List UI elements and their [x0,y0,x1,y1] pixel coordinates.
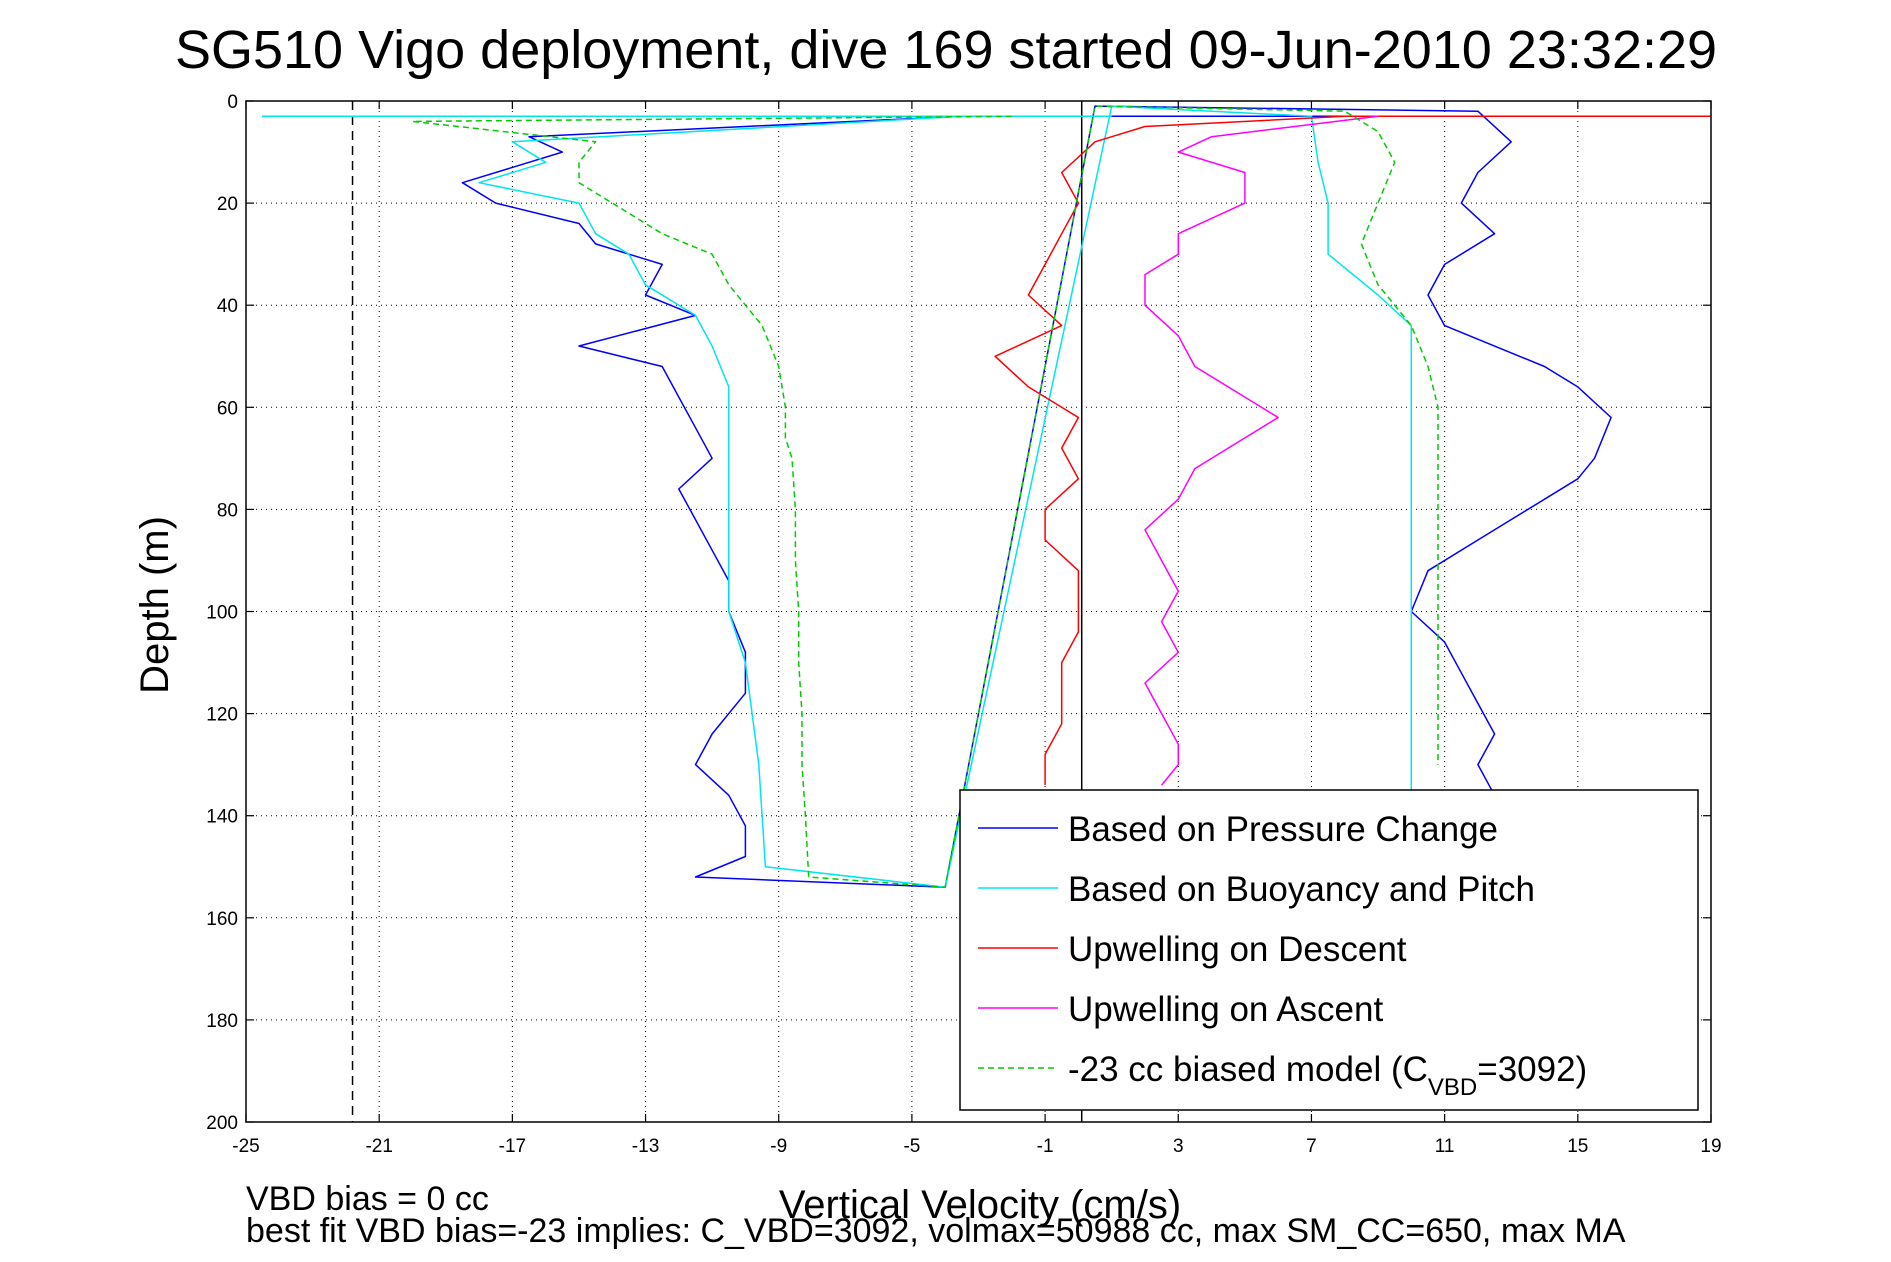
x-axis-label: Vertical Velocity (cm/s) [779,1183,1181,1227]
legend-entry-label: Based on Pressure Change [1068,810,1498,849]
legend-box [959,789,1699,1111]
y-tick-label: 120 [206,705,238,726]
x-tick-label: 15 [1567,1136,1588,1157]
y-tick-label: 100 [206,603,238,624]
footer-line-1: VBD bias = 0 cc [246,1180,489,1218]
y-tick-label: 180 [206,1011,238,1032]
footer-line-2: best fit VBD bias=-23 implies: C_VBD=309… [246,1212,1626,1250]
x-tick-label: 11 [1435,1136,1455,1157]
x-tick-label: -9 [770,1136,787,1157]
legend: Based on Pressure Change Based on Buoyanc… [959,789,1699,1111]
y-tick-label: 140 [206,807,238,828]
chart-title: SG510 Vigo deployment, dive 169 started … [175,20,1717,80]
series-line-3 [994,115,1711,786]
x-tick-label: 3 [1173,1136,1184,1157]
series-line-1 [461,105,1612,888]
series-line-2 [261,105,1413,888]
y-axis-label: Depth (m) [133,516,177,694]
y-tick-label: 20 [217,194,238,215]
x-tick-label: 19 [1700,1136,1721,1157]
x-tick-label: -1 [1037,1136,1054,1157]
y-tick-label: 60 [217,398,238,419]
legend-entry-label: Based on Buoyancy and Pitch [1068,870,1535,909]
x-tick-label: -25 [232,1136,259,1157]
y-tick-label: 160 [206,909,238,930]
legend-entry-label: Upwelling on Ascent [1068,990,1383,1029]
y-tick-label: 200 [206,1113,238,1134]
y-tick-label: 80 [217,500,238,521]
x-tick-label: -21 [365,1136,392,1157]
x-tick-label: -5 [903,1136,920,1157]
y-tick-label: 0 [227,92,238,113]
series-line-4 [1144,115,1379,786]
x-tick-label: -13 [632,1136,659,1157]
legend-entry-label: Upwelling on Descent [1068,930,1407,969]
x-tick-label: -17 [499,1136,526,1157]
y-tick-label: 40 [217,296,238,317]
series-line-5 [411,105,1439,888]
x-tick-label: 7 [1306,1136,1317,1157]
